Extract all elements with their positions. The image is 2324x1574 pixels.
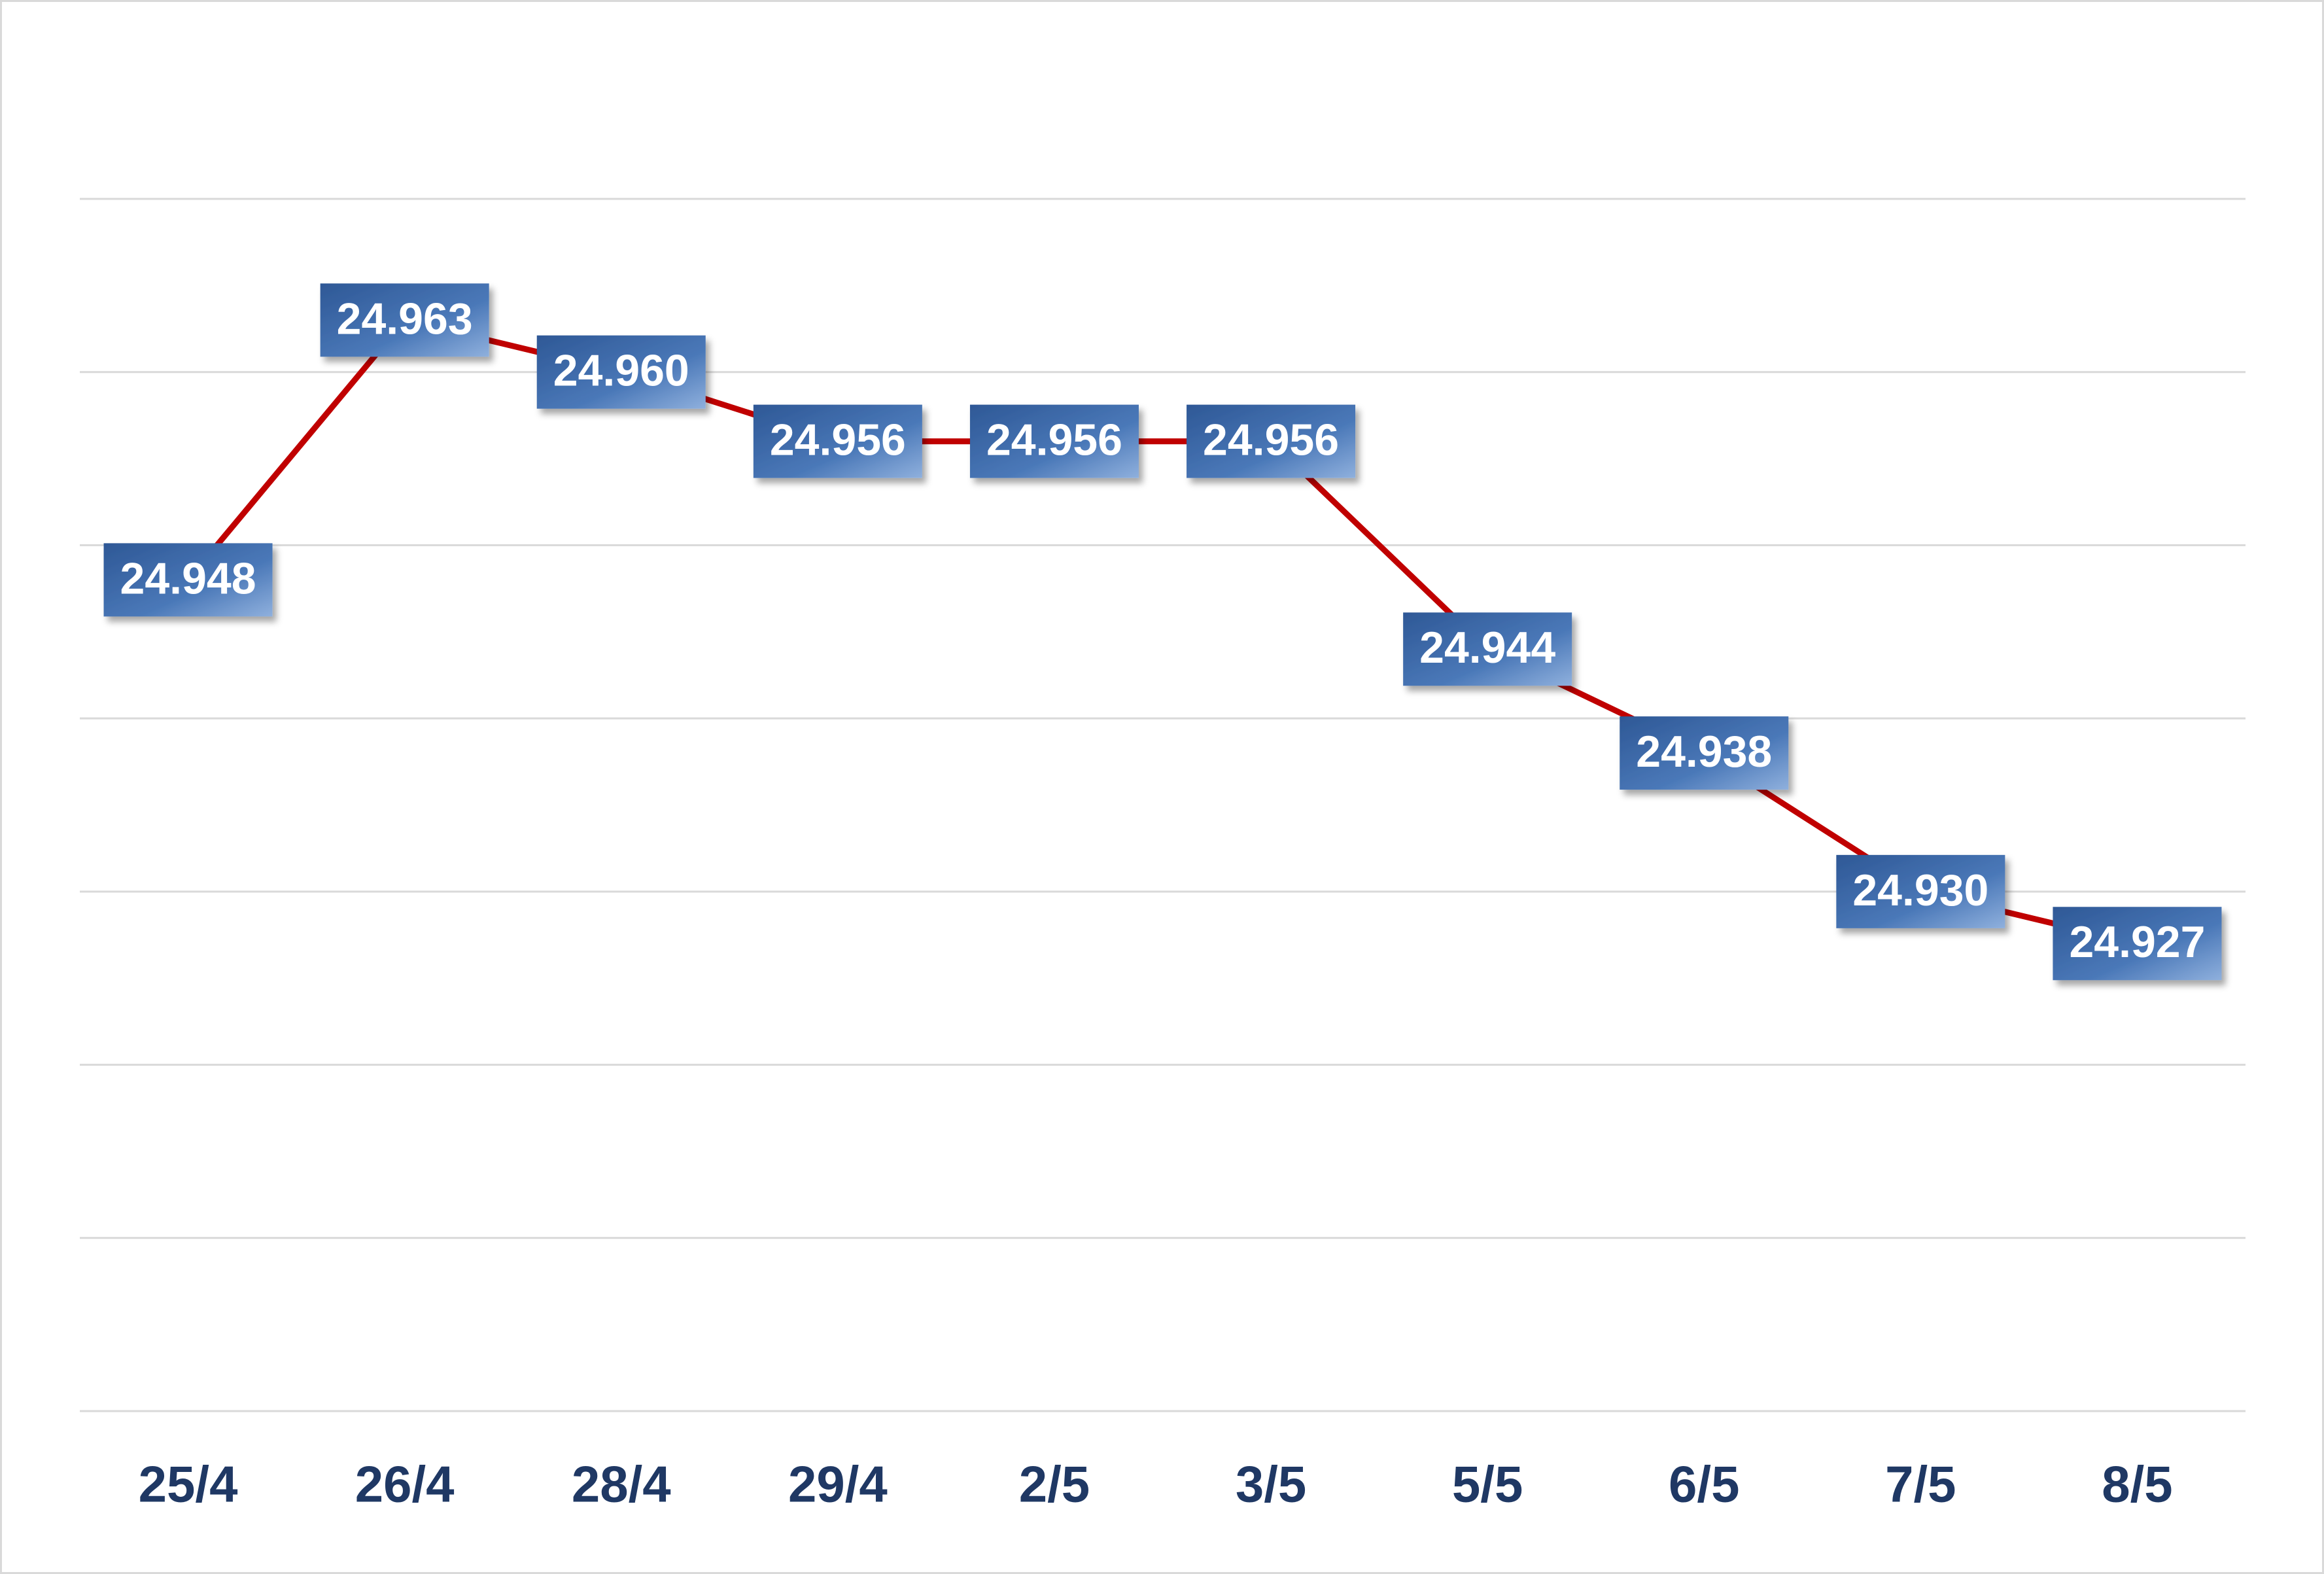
x-tick-label: 28/4 (572, 1456, 671, 1513)
data-label-box (969, 404, 1139, 478)
data-label: 24.960 (536, 335, 706, 409)
data-label-text: 24.938 (1636, 727, 1772, 777)
data-label-text: 24.944 (1419, 623, 1555, 673)
data-label: 24.944 (1403, 612, 1572, 686)
data-label-text: 24.963 (337, 294, 473, 343)
x-tick-label: 7/5 (1885, 1456, 1956, 1513)
data-label-box (320, 283, 489, 357)
data-label-box (1187, 404, 1356, 478)
data-label: 24.938 (1620, 716, 1789, 790)
data-label: 24.956 (969, 404, 1139, 478)
x-tick-label: 5/5 (1452, 1456, 1523, 1513)
data-label-box (1403, 612, 1572, 686)
x-tick-label: 26/4 (355, 1456, 455, 1513)
x-tick-label: 25/4 (139, 1456, 238, 1513)
data-label-text: 24.927 (2069, 917, 2205, 967)
data-label-text: 24.956 (986, 415, 1122, 465)
data-label: 24.948 (103, 543, 273, 617)
data-label: 24.956 (753, 404, 922, 478)
data-label-text: 24.956 (770, 415, 906, 465)
data-label-text: 24.956 (1203, 415, 1339, 465)
data-label-box (2053, 907, 2222, 981)
x-tick-label: 2/5 (1019, 1456, 1090, 1513)
data-label-box (753, 404, 922, 478)
data-label-box (103, 543, 273, 617)
data-label: 24.930 (1836, 854, 2005, 928)
x-tick-label: 6/5 (1669, 1456, 1739, 1513)
data-label-text: 24.948 (120, 553, 256, 603)
data-label-box (536, 335, 706, 409)
x-tick-label: 29/4 (788, 1456, 888, 1513)
data-label-text: 24.930 (1852, 866, 1988, 915)
x-tick-label: 8/5 (2102, 1456, 2172, 1513)
data-label: 24.927 (2053, 907, 2222, 981)
x-tick-label: 3/5 (1236, 1456, 1306, 1513)
data-label-text: 24.960 (553, 346, 689, 396)
data-label-box (1620, 716, 1789, 790)
data-label-box (1836, 854, 2005, 928)
data-line (186, 317, 2138, 947)
data-label: 24.956 (1187, 404, 1356, 478)
data-label: 24.963 (320, 283, 489, 357)
